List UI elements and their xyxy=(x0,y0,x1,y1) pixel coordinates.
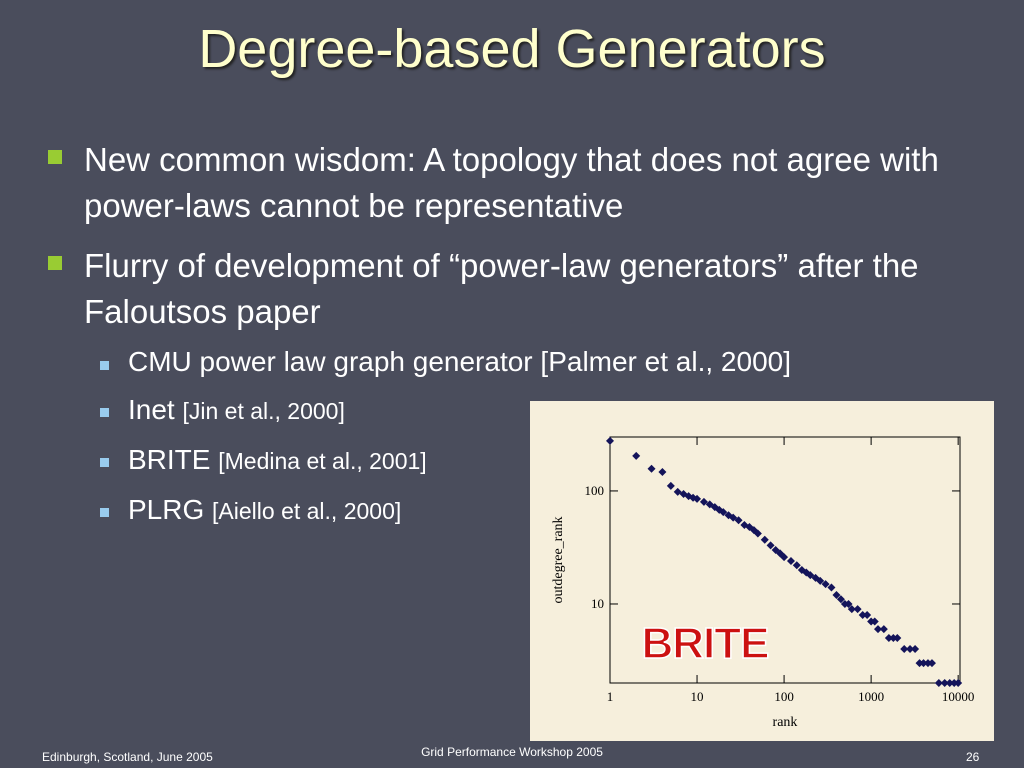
point xyxy=(911,644,920,653)
point xyxy=(836,595,845,604)
sub-bullet-marker xyxy=(100,458,109,467)
sub-bullet-marker xyxy=(100,361,109,370)
point xyxy=(816,576,825,585)
footer-left: Edinburgh, Scotland, June 2005 xyxy=(42,750,213,764)
point xyxy=(666,481,675,490)
citation: [Medina et al., 2001] xyxy=(218,448,427,474)
sub-bullet-text: BRITE [Medina et al., 2001] xyxy=(128,444,427,476)
citation: [Jin et al., 2000] xyxy=(182,398,345,424)
footer-center: Grid Performance Workshop 2005 xyxy=(421,745,603,759)
point xyxy=(749,526,758,535)
x-tick-label: 10000 xyxy=(942,689,975,704)
point xyxy=(705,500,714,509)
point xyxy=(766,541,775,550)
point xyxy=(927,659,936,668)
point xyxy=(827,583,836,592)
bullet-marker xyxy=(48,256,62,270)
point xyxy=(792,561,801,570)
point xyxy=(847,605,856,614)
point xyxy=(858,610,867,619)
point xyxy=(771,546,780,555)
point xyxy=(853,605,862,614)
point xyxy=(919,659,928,668)
point xyxy=(940,679,949,687)
sub-bullet-marker xyxy=(100,408,109,417)
generator-name: Inet xyxy=(128,394,175,425)
point xyxy=(832,591,841,600)
point xyxy=(786,557,795,566)
point xyxy=(802,568,811,577)
point xyxy=(699,497,708,506)
point xyxy=(658,468,667,477)
sub-bullet-text: Inet [Jin et al., 2000] xyxy=(128,394,345,426)
x-axis-label: rank xyxy=(773,715,798,730)
point xyxy=(760,535,769,544)
citation: [Aiello et al., 2000] xyxy=(212,498,402,524)
footer-right: 26 xyxy=(966,750,980,764)
point xyxy=(734,516,743,525)
y-axis-label: outdegree_rank xyxy=(551,516,566,603)
point xyxy=(884,634,893,643)
point xyxy=(893,634,902,643)
bullet-text: Flurry of development of “power-law gene… xyxy=(84,247,919,330)
point xyxy=(729,513,738,522)
y-tick-label: 100 xyxy=(585,483,605,498)
generator-name: BRITE xyxy=(128,444,211,475)
point xyxy=(684,492,693,501)
point xyxy=(863,610,872,619)
point xyxy=(806,571,815,580)
point xyxy=(821,580,830,589)
point xyxy=(945,679,954,687)
point xyxy=(844,599,853,608)
point xyxy=(647,464,656,473)
x-tick-label: 10 xyxy=(691,689,704,704)
bullet-marker xyxy=(48,150,62,164)
point xyxy=(906,644,915,653)
bullet-text: New common wisdom: A topology that does … xyxy=(84,141,939,224)
point xyxy=(780,553,789,562)
point xyxy=(719,508,728,517)
point xyxy=(874,625,883,634)
x-tick-label: 1 xyxy=(607,689,614,704)
x-tick-label: 1000 xyxy=(858,689,884,704)
point xyxy=(954,679,963,687)
annotation: BRITE xyxy=(642,619,769,668)
sub-bullet-text: CMU power law graph generator [Palmer et… xyxy=(128,346,791,377)
chart: 1 10 100 1000 10000 10 100 rank outdegree_rank BR… xyxy=(530,401,994,741)
point xyxy=(811,573,820,582)
sub-bullet-marker xyxy=(100,508,109,517)
point xyxy=(740,520,749,529)
x-tick-label: 100 xyxy=(774,689,794,704)
point xyxy=(879,625,888,634)
generator-name: PLRG xyxy=(128,494,205,525)
point xyxy=(900,644,909,653)
point xyxy=(753,529,762,538)
point xyxy=(606,436,614,445)
point xyxy=(632,451,641,460)
point xyxy=(870,617,879,626)
slide-title: Degree-based Generators xyxy=(198,19,826,79)
chart-background xyxy=(530,401,994,741)
point xyxy=(934,679,943,687)
point xyxy=(693,494,702,503)
sub-bullet-text: PLRG [Aiello et al., 2000] xyxy=(128,494,401,526)
point xyxy=(689,493,698,502)
plot-frame xyxy=(609,436,961,684)
y-tick-label: 10 xyxy=(591,596,604,611)
